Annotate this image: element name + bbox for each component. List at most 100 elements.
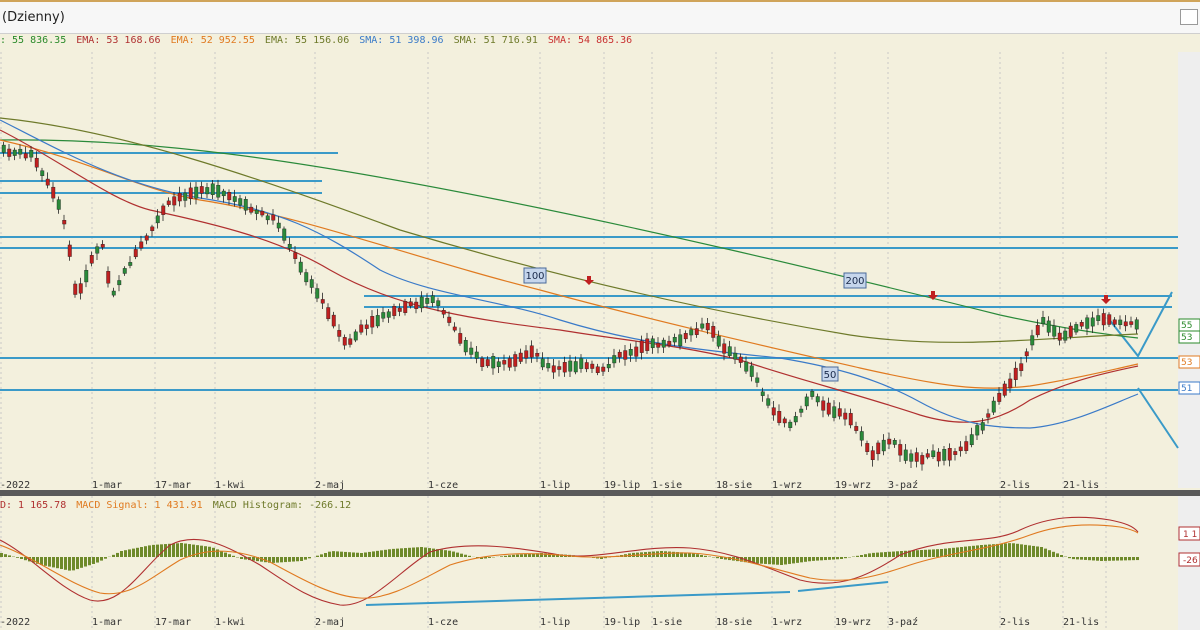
histogram-bar xyxy=(836,557,839,560)
candle xyxy=(931,450,936,458)
candle xyxy=(480,358,485,367)
svg-text:-2022: -2022 xyxy=(0,480,30,491)
candle xyxy=(760,391,765,396)
candle xyxy=(254,209,259,214)
histogram-bar xyxy=(372,551,375,557)
histogram-bar xyxy=(1080,557,1083,560)
histogram-bar xyxy=(412,547,415,557)
histogram-bar xyxy=(700,555,703,557)
histogram-bar xyxy=(408,547,411,557)
candle xyxy=(1079,322,1084,327)
histogram-bar xyxy=(276,557,279,563)
candle xyxy=(947,448,952,461)
candle xyxy=(1008,378,1013,389)
svg-text:1-lip: 1-lip xyxy=(540,617,570,628)
candle xyxy=(733,352,738,360)
histogram-bar xyxy=(604,557,607,559)
candle xyxy=(826,402,831,415)
candle xyxy=(386,311,391,318)
histogram-bar xyxy=(916,550,919,557)
histogram-bar xyxy=(1072,557,1075,560)
histogram-bar xyxy=(740,557,743,562)
histogram-bar xyxy=(216,549,219,557)
histogram-bar xyxy=(488,557,491,558)
candle xyxy=(293,252,298,259)
histogram-bar xyxy=(64,557,67,570)
histogram-bar xyxy=(392,548,395,557)
svg-text:2-lis: 2-lis xyxy=(1000,617,1030,628)
close-icon[interactable] xyxy=(1180,9,1198,25)
candle xyxy=(183,192,188,201)
candle xyxy=(810,391,815,397)
candle xyxy=(876,442,881,455)
candle xyxy=(986,413,991,418)
histogram-bar xyxy=(908,550,911,557)
macd-tags: 1 1 -26 xyxy=(1178,526,1200,567)
candle xyxy=(452,326,457,331)
title-bar: (Dzienny) xyxy=(0,0,1200,34)
candle xyxy=(617,351,622,358)
candlesticks[interactable] xyxy=(1,141,1139,471)
histogram-bar xyxy=(300,557,303,561)
histogram-bar xyxy=(688,552,691,557)
panel-divider[interactable] xyxy=(0,490,1200,496)
histogram-bar xyxy=(124,550,127,557)
histogram-bar xyxy=(164,544,167,557)
histogram-bar xyxy=(160,544,163,557)
histogram-bar xyxy=(180,543,183,557)
candle xyxy=(634,346,639,357)
histogram-bar xyxy=(104,557,107,559)
candle xyxy=(590,363,595,369)
histogram-bar xyxy=(860,555,863,557)
candle xyxy=(403,301,408,313)
histogram-bar xyxy=(1024,544,1027,557)
macd-signal-line xyxy=(0,524,1139,599)
candle xyxy=(991,400,996,413)
histogram-bar xyxy=(880,552,883,557)
histogram-bar xyxy=(1100,557,1103,561)
candle xyxy=(942,449,947,461)
histogram-bar xyxy=(112,554,115,557)
histogram-bar xyxy=(232,555,235,557)
candle xyxy=(414,301,419,309)
histogram-bar xyxy=(196,545,199,557)
candle xyxy=(381,312,386,319)
histogram-bar xyxy=(184,543,187,557)
candle xyxy=(969,434,974,446)
histogram-bar xyxy=(1128,557,1131,561)
support-resistance-lines[interactable] xyxy=(0,152,1179,449)
histogram-bar xyxy=(156,544,159,557)
histogram-bar xyxy=(504,555,507,557)
histogram-bar xyxy=(596,557,599,559)
svg-text:53: 53 xyxy=(1181,333,1192,343)
histogram-bar xyxy=(76,557,79,570)
histogram-bar xyxy=(332,551,335,557)
histogram-bar xyxy=(952,547,955,557)
candle xyxy=(568,360,573,372)
sma50-label: 50 xyxy=(824,370,837,381)
histogram-bar xyxy=(1028,545,1031,557)
candle xyxy=(34,157,39,168)
svg-text:1-sie: 1-sie xyxy=(652,617,682,628)
histogram-bar xyxy=(20,557,23,559)
histogram-bar xyxy=(452,551,455,557)
histogram-bar xyxy=(664,551,667,557)
histogram-bar xyxy=(532,553,535,557)
svg-text:53: 53 xyxy=(1181,358,1192,368)
histogram-bar xyxy=(448,550,451,557)
histogram-bar xyxy=(224,552,227,557)
candle xyxy=(161,205,166,215)
candle xyxy=(1041,317,1046,325)
candle xyxy=(331,314,336,327)
candle xyxy=(755,377,760,383)
histogram-bar xyxy=(244,557,247,560)
histogram-bar xyxy=(264,557,267,563)
histogram-bar xyxy=(1136,557,1139,561)
candle xyxy=(1112,319,1117,325)
candle xyxy=(56,199,61,210)
histogram-bar xyxy=(220,551,223,557)
candle xyxy=(837,408,842,417)
svg-text:3-paź: 3-paź xyxy=(888,616,918,628)
histogram-bar xyxy=(508,555,511,557)
